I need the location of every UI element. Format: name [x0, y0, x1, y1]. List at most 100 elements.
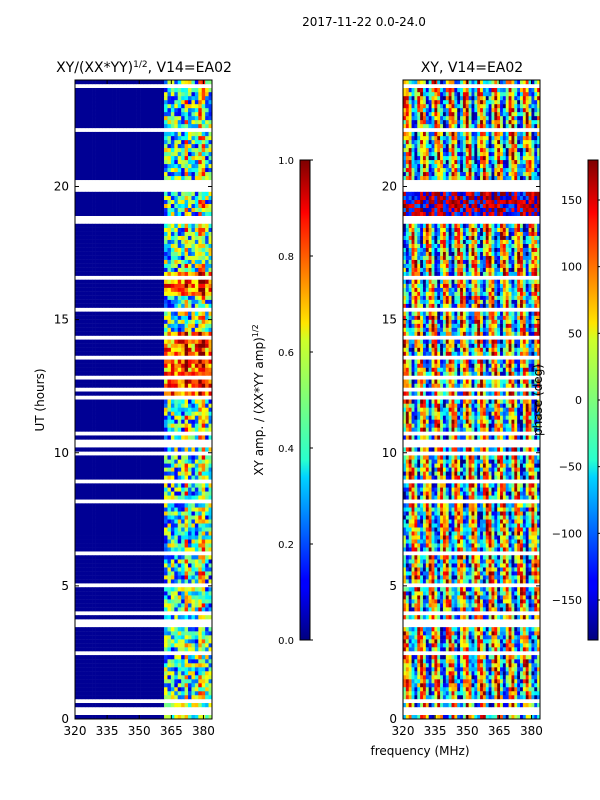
heatmap-cell — [157, 427, 161, 432]
heatmap-cell — [198, 503, 203, 508]
heatmap-cell — [129, 391, 134, 396]
heatmap-cell — [191, 463, 196, 468]
heatmap-cell — [78, 459, 83, 464]
heatmap-cell — [98, 631, 103, 636]
heatmap-cell — [102, 391, 107, 396]
heatmap-cell — [75, 363, 79, 368]
heatmap-cell — [92, 607, 96, 612]
heatmap-cell — [109, 515, 113, 520]
heatmap-cell — [98, 123, 103, 129]
heatmap-cell — [174, 363, 179, 368]
heatmap-cell — [109, 171, 113, 177]
heatmap-cell — [78, 447, 83, 452]
heatmap-cell — [116, 343, 120, 348]
heatmap-cell — [133, 331, 137, 336]
heatmap-cell — [98, 687, 103, 692]
heatmap-cell — [78, 155, 83, 161]
heatmap-cell — [143, 327, 148, 332]
heatmap-cell — [78, 143, 83, 149]
heatmap-cell — [102, 111, 107, 117]
heatmap-cell — [201, 123, 206, 129]
heatmap-cell — [191, 263, 196, 268]
heatmap-cell — [78, 495, 83, 500]
heatmap-cell — [177, 203, 182, 208]
heatmap-cell — [140, 263, 144, 268]
heatmap-cell — [143, 639, 148, 644]
heatmap-cell — [167, 115, 172, 121]
heatmap-cell — [143, 407, 148, 412]
heatmap-cell — [78, 363, 83, 368]
heatmap-cell — [92, 475, 96, 480]
heatmap-cell — [188, 279, 192, 284]
heatmap-cell — [208, 547, 213, 552]
heatmap-cell — [109, 119, 113, 125]
heatmap-cell — [150, 579, 155, 584]
heatmap-cell — [122, 695, 127, 700]
heatmap-cell — [109, 331, 113, 336]
heatmap-cell — [109, 175, 113, 181]
heatmap-cell — [129, 679, 134, 684]
heatmap-cell — [92, 455, 96, 460]
heatmap-cell — [157, 559, 161, 564]
heatmap-cell — [133, 299, 137, 304]
heatmap-cell — [85, 315, 89, 320]
heatmap-cell — [95, 119, 100, 125]
heatmap-cell — [157, 563, 161, 568]
heatmap-cell — [119, 367, 124, 372]
heatmap-cell — [98, 595, 103, 600]
heatmap-cell — [153, 267, 158, 272]
heatmap-cell — [109, 539, 113, 544]
heatmap-cell — [85, 503, 89, 508]
heatmap-cell — [133, 199, 137, 205]
heatmap-cell — [174, 483, 179, 488]
heatmap-cell — [116, 371, 120, 376]
heatmap-cell — [122, 547, 127, 552]
heatmap-cell — [157, 279, 161, 284]
heatmap-cell — [205, 331, 209, 336]
heatmap-cell — [164, 423, 168, 428]
heatmap-cell — [112, 559, 117, 564]
heatmap-cell — [160, 515, 165, 520]
heatmap-cell — [177, 667, 182, 672]
heatmap-cell — [160, 703, 165, 708]
heatmap-cell — [78, 171, 83, 177]
heatmap-cell — [112, 231, 117, 236]
heatmap-cell — [140, 231, 144, 236]
heatmap-cell — [146, 151, 151, 157]
heatmap-cell — [95, 435, 100, 440]
heatmap-cell — [95, 143, 100, 149]
heatmap-cell — [146, 111, 151, 117]
heatmap-cell — [153, 687, 158, 692]
heatmap-cell — [98, 295, 103, 300]
heatmap-cell — [109, 351, 113, 356]
heatmap-cell — [129, 159, 134, 165]
heatmap-cell — [143, 195, 148, 201]
heatmap-cell — [126, 291, 131, 296]
heatmap-cell — [150, 543, 155, 548]
heatmap-cell — [167, 159, 172, 165]
heatmap-cell — [129, 223, 134, 228]
heatmap-cell — [112, 419, 117, 424]
heatmap-cell — [170, 679, 175, 684]
heatmap-cell — [150, 415, 155, 420]
heatmap-cell — [75, 403, 79, 408]
heatmap-cell — [153, 507, 158, 512]
heatmap-cell — [146, 339, 151, 344]
heatmap-cell — [85, 571, 89, 576]
heatmap-cell — [119, 223, 124, 228]
heatmap-cell — [88, 695, 93, 700]
heatmap-cell — [201, 367, 206, 372]
heatmap-cell — [150, 655, 155, 660]
heatmap-cell — [143, 539, 148, 544]
heatmap-cell — [92, 371, 96, 376]
heatmap-cell — [146, 647, 151, 652]
heatmap-cell — [208, 635, 213, 640]
heatmap-cell — [75, 703, 79, 708]
heatmap-cell — [105, 659, 110, 664]
heatmap-cell — [177, 671, 182, 676]
heatmap-cell — [191, 703, 196, 708]
heatmap-cell — [75, 423, 79, 428]
heatmap-cell — [109, 227, 113, 232]
heatmap-cell — [116, 227, 120, 232]
heatmap-cell — [122, 379, 127, 384]
